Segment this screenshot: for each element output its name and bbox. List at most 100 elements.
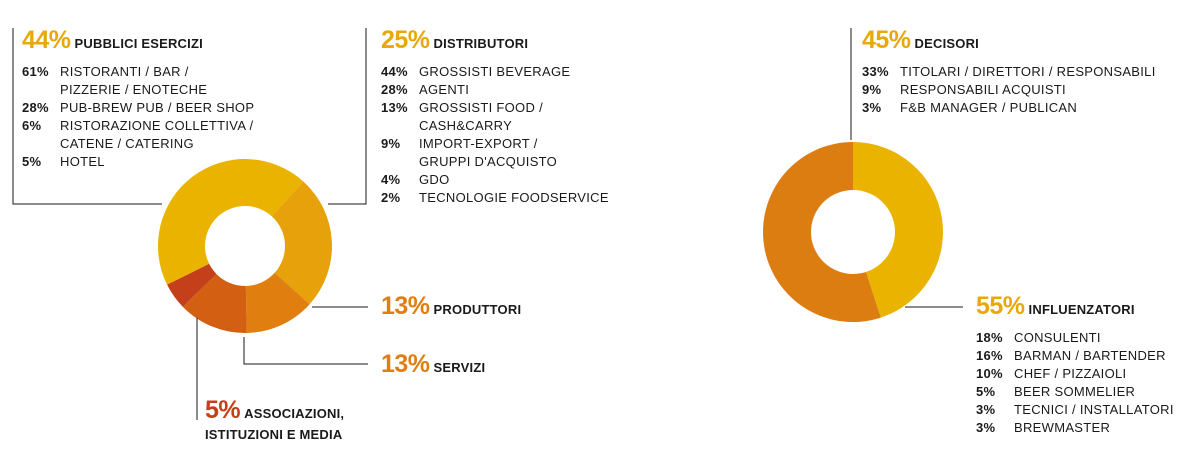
label-heading: 45% DECISORI	[862, 28, 1156, 53]
breakdown-percent: 4%	[381, 172, 401, 187]
breakdown-list: 33% TITOLARI / DIRETTORI / RESPONSABILI 9%…	[862, 63, 1156, 117]
slice-pubblici-esercizi	[158, 158, 304, 285]
breakdown-label: CHEF / PIZZAIOLI	[1014, 366, 1127, 381]
slice-decisori	[853, 142, 943, 318]
label-block-decisori: 45% DECISORI 33% TITOLARI / DIRETTORI / RES…	[862, 28, 1156, 117]
slice-category: PUBBLICI ESERCIZI	[74, 36, 203, 51]
breakdown-percent: 6%	[22, 118, 42, 133]
label-block-pubblici-esercizi: 44% PUBBLICI ESERCIZI 61% RISTORANTI / BAR …	[22, 28, 254, 171]
breakdown-percent: 44%	[381, 64, 408, 79]
slice-percent: 44%	[22, 26, 71, 54]
slice-category: INFLUENZATORI	[1028, 302, 1135, 317]
slice-percent: 5%	[205, 396, 241, 424]
breakdown-label: CONSULENTI	[1014, 330, 1101, 345]
label-heading: 5% ASSOCIAZIONI,	[205, 398, 344, 423]
breakdown-percent: 13%	[381, 100, 408, 115]
breakdown-row: 44% GROSSISTI BEVERAGE	[381, 63, 609, 81]
breakdown-label: AGENTI	[419, 82, 470, 97]
breakdown-percent: 18%	[976, 330, 1003, 345]
breakdown-row: 5% BEER SOMMELIER	[976, 383, 1174, 401]
breakdown-label: TECNICI / INSTALLATORI	[1014, 402, 1174, 417]
breakdown-percent: 3%	[862, 100, 882, 115]
breakdown-label: GROSSISTI FOOD / CASH&CARRY	[419, 100, 543, 133]
leader-distributori	[328, 28, 367, 205]
breakdown-label: HOTEL	[60, 154, 105, 169]
breakdown-row: 33% TITOLARI / DIRETTORI / RESPONSABILI	[862, 63, 1156, 81]
breakdown-row: 13% GROSSISTI FOOD / CASH&CARRY	[381, 99, 609, 135]
label-heading: 44% PUBBLICI ESERCIZI	[22, 28, 254, 53]
slice-percent: 25%	[381, 26, 430, 54]
slice-associazioni-istituzioni-e-media	[167, 263, 217, 307]
slice-percent: 13%	[381, 292, 430, 320]
breakdown-label: BEER SOMMELIER	[1014, 384, 1136, 399]
slice-servizi	[182, 273, 247, 334]
slice-category-line2: ISTITUZIONI E MEDIA	[205, 427, 343, 442]
breakdown-list: 44% GROSSISTI BEVERAGE 28% AGENTI 13% GROSSIS…	[381, 63, 609, 207]
breakdown-row: 5% HOTEL	[22, 153, 254, 171]
breakdown-row: 28% PUB-BREW PUB / BEER SHOP	[22, 99, 254, 117]
leader-pubblici-esercizi	[12, 28, 162, 205]
breakdown-list: 61% RISTORANTI / BAR / PIZZERIE / ENOTECH…	[22, 63, 254, 171]
slice-produttori	[245, 272, 310, 333]
breakdown-percent: 16%	[976, 348, 1003, 363]
leader-servizi	[243, 337, 368, 365]
breakdown-list: 18% CONSULENTI 16% BARMAN / BARTENDER 10% CHE…	[976, 329, 1174, 437]
breakdown-row: 6% RISTORAZIONE COLLETTIVA / CATENE / CAT…	[22, 117, 254, 153]
breakdown-row: 16% BARMAN / BARTENDER	[976, 347, 1174, 365]
breakdown-percent: 9%	[862, 82, 882, 97]
breakdown-label: RESPONSABILI ACQUISTI	[900, 82, 1066, 97]
slice-influenzatori	[762, 142, 881, 323]
breakdown-row: 3% F&B MANAGER / PUBLICAN	[862, 99, 1156, 117]
breakdown-label: RISTORANTI / BAR / PIZZERIE / ENOTECHE	[60, 64, 208, 97]
slice-category: PRODUTTORI	[433, 302, 522, 317]
slice-category: DISTRIBUTORI	[433, 36, 529, 51]
slice-category: DECISORI	[914, 36, 979, 51]
slice-percent: 55%	[976, 292, 1025, 320]
slice-percent: 13%	[381, 350, 430, 378]
label-heading: 55% INFLUENZATORI	[976, 294, 1174, 319]
breakdown-label: TECNOLOGIE FOODSERVICE	[419, 190, 609, 205]
breakdown-row: 2% TECNOLOGIE FOODSERVICE	[381, 189, 609, 207]
breakdown-label: PUB-BREW PUB / BEER SHOP	[60, 100, 255, 115]
breakdown-percent: 28%	[381, 82, 408, 97]
breakdown-row: 3% BREWMASTER	[976, 419, 1174, 437]
label-block-servizi: 13% SERVIZI	[381, 352, 485, 377]
breakdown-row: 10% CHEF / PIZZAIOLI	[976, 365, 1174, 383]
breakdown-label: RISTORAZIONE COLLETTIVA / CATENE / CATER…	[60, 118, 254, 151]
label-heading: 13% SERVIZI	[381, 352, 485, 377]
breakdown-label: F&B MANAGER / PUBLICAN	[900, 100, 1078, 115]
breakdown-percent: 9%	[381, 136, 401, 151]
breakdown-label: TITOLARI / DIRETTORI / RESPONSABILI	[900, 64, 1156, 79]
label-block-produttori: 13% PRODUTTORI	[381, 294, 521, 319]
breakdown-percent: 10%	[976, 366, 1003, 381]
label-block-influenzatori: 55% INFLUENZATORI 18% CONSULENTI 16% BARMAN /…	[976, 294, 1174, 437]
slice-distributori	[271, 181, 332, 305]
breakdown-label: BREWMASTER	[1014, 420, 1111, 435]
breakdown-row: 28% AGENTI	[381, 81, 609, 99]
breakdown-row: 3% TECNICI / INSTALLATORI	[976, 401, 1174, 419]
breakdown-percent: 5%	[22, 154, 42, 169]
breakdown-label: BARMAN / BARTENDER	[1014, 348, 1166, 363]
slice-percent: 45%	[862, 26, 911, 54]
breakdown-label: GDO	[419, 172, 450, 187]
label-block-distributori: 25% DISTRIBUTORI 44% GROSSISTI BEVERAGE 28% A…	[381, 28, 609, 207]
label-heading: 13% PRODUTTORI	[381, 294, 521, 319]
breakdown-percent: 3%	[976, 402, 996, 417]
breakdown-row: 9% IMPORT-EXPORT / GRUPPI D'ACQUISTO	[381, 135, 609, 171]
breakdown-label: GROSSISTI BEVERAGE	[419, 64, 571, 79]
breakdown-percent: 5%	[976, 384, 996, 399]
breakdown-row: 4% GDO	[381, 171, 609, 189]
breakdown-percent: 2%	[381, 190, 401, 205]
breakdown-row: 61% RISTORANTI / BAR / PIZZERIE / ENOTECH…	[22, 63, 254, 99]
breakdown-percent: 3%	[976, 420, 996, 435]
label-block-associazioni-istituzioni-e-media: 5% ASSOCIAZIONI, ISTITUZIONI E MEDIA	[205, 398, 344, 443]
breakdown-percent: 33%	[862, 64, 889, 79]
breakdown-label: IMPORT-EXPORT / GRUPPI D'ACQUISTO	[419, 136, 558, 169]
label-heading: 25% DISTRIBUTORI	[381, 28, 609, 53]
slice-category: ASSOCIAZIONI,	[244, 406, 345, 421]
breakdown-percent: 61%	[22, 64, 49, 79]
breakdown-row: 18% CONSULENTI	[976, 329, 1174, 347]
slice-category: SERVIZI	[433, 360, 486, 375]
